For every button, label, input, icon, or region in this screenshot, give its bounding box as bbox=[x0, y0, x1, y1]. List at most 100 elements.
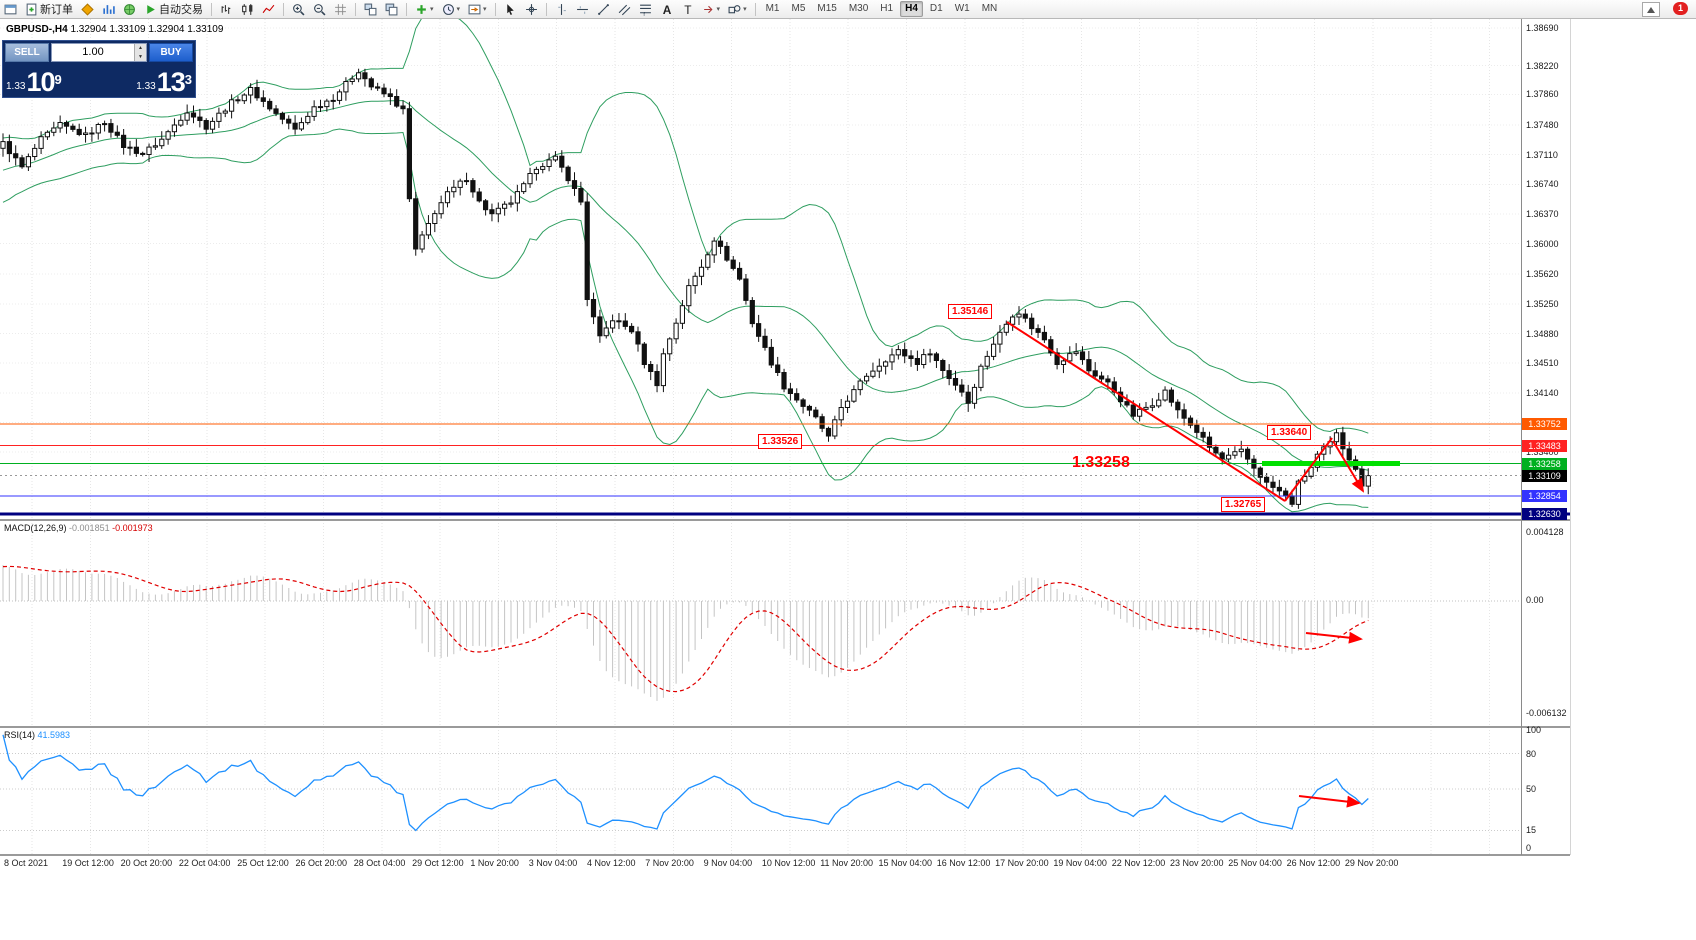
arrows-button[interactable]: ▾ bbox=[699, 1, 724, 18]
navigator-button[interactable] bbox=[120, 1, 139, 18]
trend-line[interactable] bbox=[1006, 321, 1286, 502]
price-axis-label: 1.35620 bbox=[1526, 269, 1559, 280]
time-axis-label: 4 Nov 12:00 bbox=[587, 858, 636, 868]
time-axis-label: 10 Nov 12:00 bbox=[761, 858, 816, 868]
cursor-button[interactable] bbox=[501, 1, 520, 18]
macd-label: MACD(12,26,9) -0.001851 -0.001973 bbox=[4, 523, 153, 533]
toolbar-separator bbox=[283, 2, 284, 16]
zoom-in-button[interactable] bbox=[289, 1, 308, 18]
scroll-up-button[interactable] bbox=[1642, 2, 1660, 17]
price-axis-label: 1.34140 bbox=[1526, 387, 1559, 398]
crosshair-button[interactable] bbox=[522, 1, 541, 18]
cascade-windows-button[interactable] bbox=[382, 1, 401, 18]
volume-field[interactable]: 1.00 ▲ ▼ bbox=[51, 43, 147, 62]
vertical-line-button[interactable] bbox=[552, 1, 571, 18]
data-window-button[interactable] bbox=[99, 1, 118, 18]
grid-layer bbox=[0, 19, 1521, 855]
red-arrow[interactable] bbox=[1298, 795, 1361, 808]
trend-line[interactable] bbox=[1284, 437, 1333, 502]
timeframe-m1-button[interactable]: M1 bbox=[765, 3, 780, 14]
volume-spinner[interactable]: ▲ ▼ bbox=[134, 44, 146, 61]
timeframe-w1-button[interactable]: W1 bbox=[954, 3, 970, 14]
volume-input[interactable]: 1.00 bbox=[82, 46, 104, 58]
sell-button[interactable]: SELL bbox=[5, 43, 49, 62]
time-axis-label: 25 Nov 04:00 bbox=[1228, 858, 1282, 868]
red-arrow[interactable] bbox=[1305, 631, 1363, 644]
new-chart-button[interactable] bbox=[1, 1, 20, 18]
trendline-button[interactable] bbox=[594, 1, 613, 18]
play-icon bbox=[147, 4, 155, 14]
zoomin-icon bbox=[293, 3, 305, 15]
trend-annotation-layer[interactable] bbox=[1006, 321, 1365, 808]
zoom-out-button[interactable] bbox=[310, 1, 329, 18]
time-axis-label: 8 Oct 2021 bbox=[4, 858, 49, 868]
cascade-icon bbox=[385, 3, 398, 15]
equidistant-channel-button[interactable] bbox=[615, 1, 634, 18]
buy-button[interactable]: BUY bbox=[149, 43, 193, 62]
timeframe-h4-button[interactable]: H4 bbox=[900, 1, 923, 17]
price-annotation-box[interactable]: 1.35146 bbox=[948, 304, 993, 319]
dropdown-arrow-icon: ▾ bbox=[743, 6, 747, 13]
price-annotation-box[interactable]: 1.32765 bbox=[1221, 497, 1266, 512]
new-order-button-label: 新订单 bbox=[40, 4, 73, 16]
price-level-badge: 1.32630 bbox=[1522, 507, 1567, 520]
bar-chart-button[interactable] bbox=[217, 1, 236, 18]
notification-badge[interactable]: 1 bbox=[1673, 2, 1688, 15]
one-click-trading-panel: SELL 1.00 ▲ ▼ BUY 1.33 10 9 1.33 13 3 bbox=[2, 40, 196, 98]
ask-prefix: 1.33 bbox=[136, 81, 156, 92]
toolbar-buttons: 新订单 自动交易 ▾ ▾ ▾ f A T ▾ ▾ M1 M5 M15 M30 H1 H4 D1 W1 MN bbox=[0, 0, 1003, 18]
add-indicator-button[interactable]: ▾ bbox=[412, 1, 437, 18]
line-chart-button[interactable] bbox=[259, 1, 278, 18]
plus-icon bbox=[417, 4, 426, 14]
timeframe-m30-button[interactable]: M30 bbox=[848, 3, 869, 14]
bid-big-digits: 10 bbox=[26, 67, 55, 97]
support-level-text[interactable]: 1.33258 bbox=[1072, 454, 1130, 471]
templates-button[interactable]: ▾ bbox=[465, 1, 490, 18]
price-annotation-box[interactable]: 1.33640 bbox=[1267, 425, 1312, 440]
shapes-button[interactable]: ▾ bbox=[725, 1, 750, 18]
toolbar-separator bbox=[355, 2, 356, 16]
price-axis-label: 1.34510 bbox=[1526, 358, 1559, 369]
volume-up-icon[interactable]: ▲ bbox=[135, 44, 146, 53]
price-annotation-box[interactable]: 1.33526 bbox=[758, 434, 803, 449]
fibonacci-button[interactable]: f bbox=[636, 1, 655, 18]
chart-title: GBPUSD-,H4 1.32904 1.33109 1.32904 1.331… bbox=[6, 24, 223, 35]
text-button[interactable]: A bbox=[657, 1, 676, 18]
price-level-badge: 1.33258 bbox=[1522, 457, 1567, 470]
tile-windows-button[interactable] bbox=[361, 1, 380, 18]
toolbar-separator bbox=[545, 2, 547, 16]
macd-axis-label: 0.004128 bbox=[1526, 527, 1564, 537]
red-arrow[interactable] bbox=[1332, 440, 1365, 493]
price-axis-label: 1.37480 bbox=[1526, 119, 1559, 130]
timeframe-m5-button[interactable]: M5 bbox=[791, 3, 806, 14]
timeframe-d1-button[interactable]: D1 bbox=[929, 3, 943, 14]
text-label-button[interactable]: T bbox=[678, 1, 697, 18]
price-axis-label: 1.33400 bbox=[1526, 447, 1559, 458]
price-level-badge: 1.32854 bbox=[1522, 490, 1567, 503]
cross-icon bbox=[525, 3, 537, 15]
time-axis-label: 22 Nov 12:00 bbox=[1111, 858, 1166, 868]
channel-icon bbox=[618, 4, 630, 15]
columns-icon bbox=[103, 4, 115, 14]
horizontal-line-button[interactable] bbox=[573, 1, 592, 18]
timeframe-m15-button[interactable]: M15 bbox=[817, 3, 837, 14]
current-price-badge: 1.33109 bbox=[1522, 469, 1567, 482]
clock-icon bbox=[442, 3, 454, 15]
volume-down-icon[interactable]: ▼ bbox=[135, 52, 146, 61]
arrows-icon bbox=[703, 5, 713, 13]
grid-button[interactable] bbox=[331, 1, 350, 18]
timeframe-h1-button[interactable]: H1 bbox=[880, 3, 894, 14]
timeframe-mn-button[interactable]: MN bbox=[981, 3, 998, 14]
autotrade-button[interactable]: 自动交易 bbox=[141, 0, 206, 19]
horizontal-levels-layer[interactable] bbox=[0, 423, 1570, 516]
panel-borders-layer bbox=[0, 19, 1571, 856]
market-watch-button[interactable] bbox=[78, 1, 97, 18]
periods-button[interactable]: ▾ bbox=[439, 1, 464, 18]
candlestick-chart-button[interactable] bbox=[238, 1, 257, 18]
time-axis-label: 29 Oct 12:00 bbox=[412, 858, 464, 868]
new-order-button[interactable]: 新订单 bbox=[22, 0, 76, 19]
rsi-title: RSI(14) bbox=[4, 730, 36, 740]
rsi-layer bbox=[0, 734, 1521, 832]
